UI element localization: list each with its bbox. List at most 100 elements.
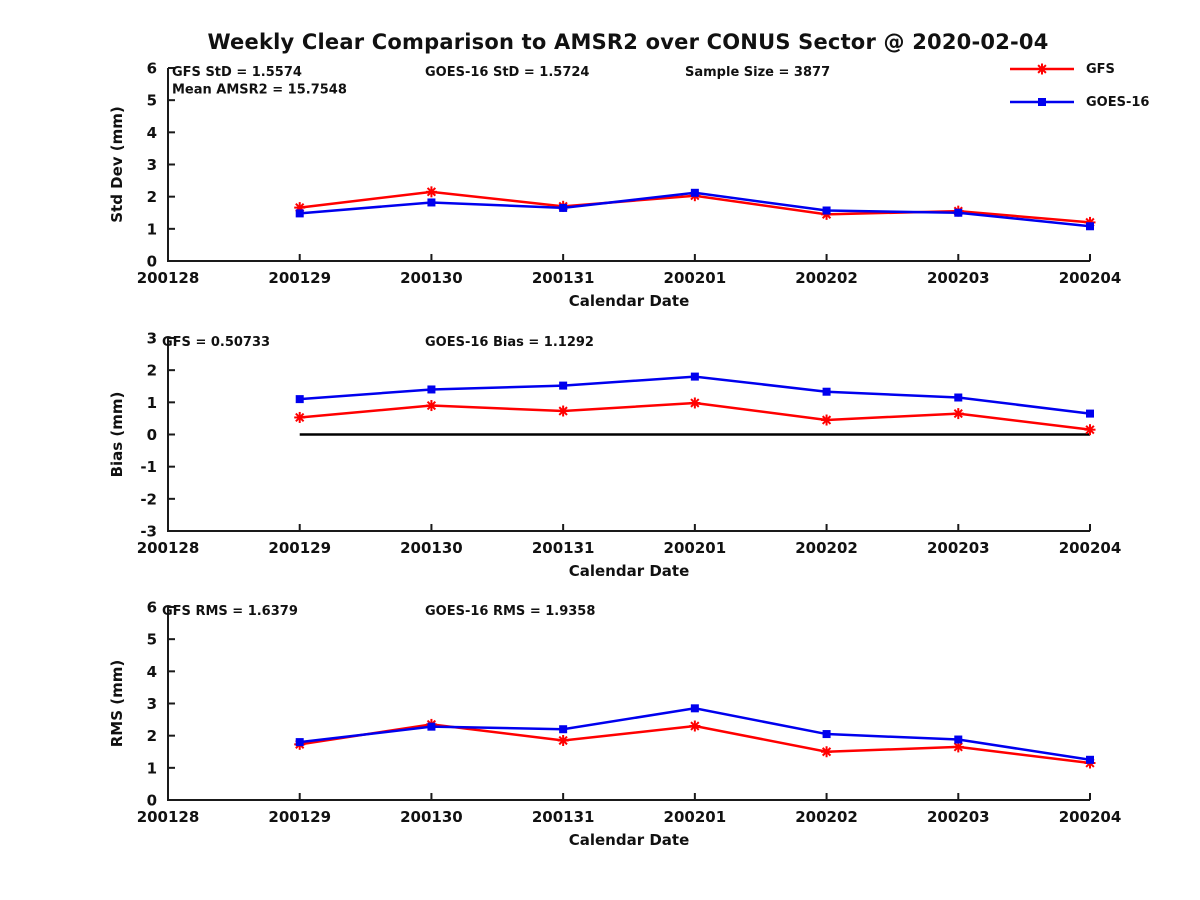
y-tick-label: 6: [147, 60, 157, 78]
gfs-marker: [821, 414, 833, 426]
y-tick-label: 1: [147, 759, 157, 777]
x-tick-label: 200202: [795, 808, 858, 826]
gfs-marker: [425, 400, 437, 412]
x-axis-label: Calendar Date: [569, 831, 690, 849]
gfs-line-sample-icon: [1010, 63, 1074, 75]
figure-title: Weekly Clear Comparison to AMSR2 over CO…: [207, 30, 1049, 54]
gfs-marker: [689, 397, 701, 409]
goes-16-marker: [427, 722, 436, 731]
x-tick-label: 200130: [400, 539, 463, 557]
y-tick-label: -1: [140, 458, 157, 476]
gfs-marker: [557, 405, 569, 417]
y-tick-label: 3: [147, 156, 157, 174]
x-tick-label: 200202: [795, 269, 858, 287]
y-axis-label: Bias (mm): [108, 392, 126, 478]
y-tick-label: 0: [147, 426, 157, 444]
y-tick-label: 2: [147, 362, 157, 380]
legend-label-gfs: GFS: [1086, 61, 1115, 77]
x-axis: 200128 200129 200130 200131 200201 200202 2002…: [137, 793, 1121, 849]
goes16-line-sample-icon: [1010, 98, 1074, 106]
x-tick-label: 200201: [664, 269, 727, 287]
x-axis-label: Calendar Date: [569, 292, 690, 310]
y-tick-label: 2: [147, 188, 157, 206]
goes-16-marker: [559, 381, 568, 390]
goes-16-legend-marker: [1038, 98, 1046, 106]
x-tick-label: 200129: [268, 269, 331, 287]
x-tick-label: 200130: [400, 808, 463, 826]
y-tick-label: 5: [147, 92, 157, 110]
annotation-text: GFS = 0.50733: [162, 335, 270, 350]
gfs-marker: [557, 734, 569, 746]
goes-16-marker: [1086, 222, 1094, 231]
goes-16-marker: [954, 735, 963, 744]
gfs-marker: [821, 746, 833, 758]
legend-item-gfs: GFS: [1008, 58, 1198, 80]
goes-16-line: [299, 707, 1091, 762]
annotation-text: GFS RMS = 1.6379: [162, 604, 298, 619]
y-axis: 0 1 2 3 4 5 6 Std Dev (mm): [108, 60, 175, 271]
goes-16-marker: [427, 198, 436, 207]
x-tick-label: 200201: [664, 539, 727, 557]
goes-16-marker: [954, 208, 963, 217]
legend-label-goes16: GOES-16: [1086, 94, 1150, 110]
goes-16-marker: [1086, 409, 1094, 418]
y-tick-label: 1: [147, 220, 157, 238]
goes-16-marker: [295, 209, 304, 218]
goes-16-marker: [1086, 755, 1094, 764]
y-tick-label: 3: [147, 330, 157, 348]
y-tick-label: 3: [147, 695, 157, 713]
goes-16-marker: [822, 387, 831, 396]
goes-16-marker: [690, 372, 699, 381]
x-axis-label: Calendar Date: [569, 562, 690, 580]
y-tick-label: 0: [147, 253, 157, 271]
x-tick-label: 200204: [1059, 539, 1122, 557]
y-tick-label: 5: [147, 631, 157, 649]
x-tick-label: 200129: [268, 539, 331, 557]
gfs-marker: [952, 408, 964, 420]
gfs-marker: [689, 720, 701, 732]
x-tick-label: 200131: [532, 539, 595, 557]
goes-16-marker: [690, 188, 699, 197]
x-tick-label: 200130: [400, 269, 463, 287]
x-tick-label: 200201: [664, 808, 727, 826]
goes-16-marker: [954, 393, 963, 402]
gfs-legend-marker: [1036, 63, 1048, 75]
x-axis: 200128 200129 200130 200131 200201 200202 2002…: [137, 254, 1122, 310]
y-tick-label: -2: [140, 490, 157, 508]
annotation-text: Mean AMSR2 = 15.7548: [172, 83, 347, 98]
stddev-subplot: 0 1 2 3 4 5 6 Std Dev (mm) 200128 200129 200130 200…: [0, 55, 1200, 325]
y-axis: 0 1 2 3 4 5 6 RMS (mm): [108, 599, 175, 810]
x-tick-label: 200203: [927, 808, 990, 826]
x-tick-label: 200128: [137, 808, 200, 826]
y-tick-label: 4: [147, 124, 157, 142]
y-axis: -3 -2 -1 0 1 2 3 Bias (mm): [108, 330, 175, 541]
goes-16-marker: [295, 738, 304, 747]
goes-16-marker: [559, 725, 568, 734]
gfs-marker: [425, 186, 437, 198]
x-tick-label: 200128: [137, 539, 200, 557]
y-tick-label: 0: [147, 792, 157, 810]
gfs-marker: [1084, 424, 1096, 436]
gfs-marker: [294, 411, 306, 423]
bias-subplot: -3 -2 -1 0 1 2 3 Bias (mm) 200128 200129 200130 200…: [0, 325, 1200, 595]
y-axis-label: RMS (mm): [108, 660, 126, 747]
goes-16-marker: [822, 730, 831, 739]
y-tick-label: 4: [147, 663, 157, 681]
x-tick-label: 200203: [927, 269, 990, 287]
x-tick-label: 200203: [927, 539, 990, 557]
annotation-text: GFS StD = 1.5574: [172, 65, 302, 80]
x-tick-label: 200129: [268, 808, 331, 826]
x-tick-label: 200131: [532, 808, 595, 826]
x-axis: 200128 200129 200130 200131 200201 200202 2002…: [137, 524, 1122, 580]
x-tick-label: 200204: [1059, 269, 1122, 287]
y-axis-label: Std Dev (mm): [108, 106, 126, 223]
annotation-text: GOES-16 Bias = 1.1292: [425, 335, 594, 350]
x-tick-label: 200202: [795, 539, 858, 557]
goes-16-marker: [427, 385, 436, 394]
rms-subplot: 0 1 2 3 4 5 6 RMS (mm) 200128 200129 200130 200131 2…: [0, 594, 1200, 864]
legend-item-goes16: GOES-16: [1008, 91, 1198, 113]
y-tick-label: 1: [147, 394, 157, 412]
